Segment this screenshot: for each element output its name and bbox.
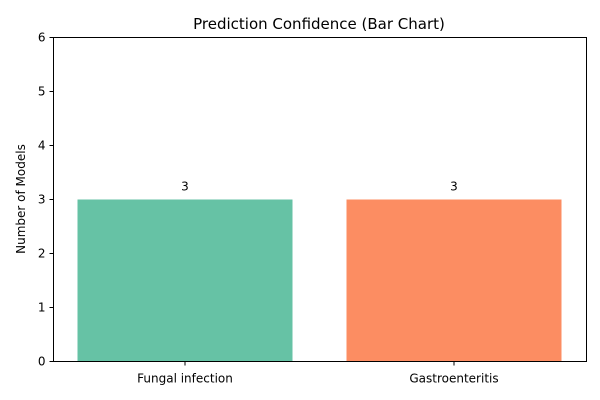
x-tick-label-0: Fungal infection — [137, 372, 233, 386]
x-ticks-group: Fungal infection Gastroenteritis — [137, 361, 499, 386]
bar-value-label-0: 3 — [181, 180, 189, 194]
y-axis-label: Number of Models — [14, 144, 28, 254]
y-tick-label-6: 6 — [38, 31, 46, 45]
y-tick-label-3: 3 — [38, 193, 46, 207]
x-tick-label-1: Gastroenteritis — [409, 372, 498, 386]
bar-1 — [346, 199, 562, 362]
y-tick-label-1: 1 — [38, 301, 46, 315]
y-ticks-group: 0 1 2 3 4 5 6 — [38, 31, 54, 369]
y-tick-label-0: 0 — [38, 355, 46, 369]
chart-title: Prediction Confidence (Bar Chart) — [193, 15, 445, 33]
y-tick-label-4: 4 — [38, 139, 46, 153]
y-tick-label-2: 2 — [38, 247, 46, 261]
bar-value-label-1: 3 — [450, 180, 458, 194]
y-tick-label-5: 5 — [38, 85, 46, 99]
bar-0 — [77, 199, 293, 362]
plot-frame — [53, 37, 587, 362]
